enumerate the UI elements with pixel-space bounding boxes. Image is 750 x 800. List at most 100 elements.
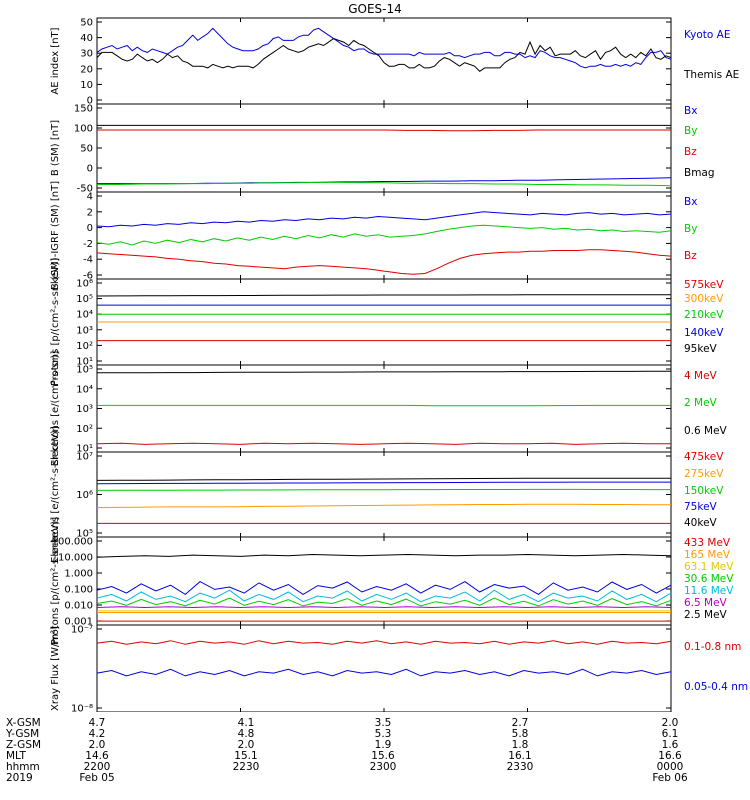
y-tick-label: 10⁴ — [76, 384, 93, 395]
legend-entry: 140keV — [684, 327, 724, 339]
footer-value: 1.9 — [374, 739, 392, 751]
y-axis-label: Protons [p/(cm²-s-sr-keV)] — [50, 517, 61, 645]
y-axis-label: B (SM) [nT] — [50, 120, 61, 176]
y-tick-label: 40 — [80, 33, 93, 44]
y-tick-label: -4 — [83, 255, 93, 266]
y-tick-label: 10¹ — [76, 357, 93, 368]
series-line — [96, 477, 671, 481]
y-tick-label: 10⁵ — [76, 529, 93, 540]
series-line — [96, 481, 671, 485]
y-tick-label: 10¹ — [76, 444, 93, 455]
footer-value: 2.7 — [511, 717, 529, 729]
legend-entry: By — [684, 223, 697, 235]
legend-entry: 275keV — [684, 468, 724, 480]
y-tick-label: 10 — [80, 80, 93, 91]
footer-value: 4.1 — [237, 717, 255, 729]
series-line — [96, 606, 672, 609]
y-tick-label: -2 — [83, 239, 93, 250]
footer-label: Z-GSM — [6, 739, 42, 751]
series-line — [96, 38, 672, 72]
y-tick-label: 0 — [87, 223, 93, 234]
series-line — [96, 597, 672, 607]
legend-entry: 75keV — [684, 501, 718, 513]
y-tick-label: 10² — [76, 424, 93, 435]
footer-value: 1.8 — [511, 739, 529, 751]
panel-frame — [96, 536, 672, 626]
legend-entry: 95keV — [684, 343, 718, 355]
series-line — [97, 370, 672, 374]
legend-entry: 575keV — [684, 279, 724, 291]
footer-value: 16.6 — [658, 750, 682, 762]
footer-label: 2019 — [6, 772, 33, 784]
series-line — [96, 294, 671, 297]
legend-entry: 300keV — [684, 293, 724, 305]
y-tick-label: 50 — [80, 144, 93, 155]
y-tick-label: 10.000 — [58, 553, 93, 564]
footer-value: 2300 — [369, 761, 397, 773]
footer-row-hhmm: hhmm 2200 2230 2300 2330 0000 — [0, 762, 750, 773]
footer-value: 6.1 — [661, 728, 679, 740]
legend-entry: 63.1 MeV — [684, 561, 734, 573]
footer-value: 4.2 — [88, 728, 106, 740]
footer-row-date: 2019 Feb 05 Feb 06 — [0, 773, 750, 784]
y-tick-label: 0.010 — [64, 601, 93, 612]
footer-row-x-gsm: X-GSM 4.7 4.1 3.5 2.7 2.0 — [0, 718, 750, 729]
legend-entry: 4 MeV — [684, 370, 718, 382]
y-tick-label: 10³ — [76, 325, 93, 336]
series-line — [96, 553, 672, 558]
footer-row-z-gsm: Z-GSM 2.0 2.0 1.9 1.8 1.6 — [0, 740, 750, 751]
panel-frame — [96, 103, 672, 193]
y-tick-label: 100 — [74, 124, 93, 135]
footer-value: 3.5 — [374, 717, 392, 729]
legend-entry: Bx — [684, 105, 697, 117]
series-line — [96, 224, 672, 246]
footer-label: X-GSM — [6, 717, 41, 729]
footer-value: 5.8 — [511, 728, 529, 740]
legend-entry: 2.5 MeV — [684, 609, 728, 621]
y-tick-label: 20 — [80, 64, 93, 75]
series-line — [97, 181, 672, 187]
y-tick-label: 10² — [76, 341, 93, 352]
legend-entry: 210keV — [684, 309, 724, 321]
y-tick-label: -6 — [83, 271, 93, 282]
series-line — [96, 442, 671, 445]
y-tick-label: 4 — [87, 192, 93, 203]
y-tick-label: 10⁴ — [76, 310, 93, 321]
series-line — [96, 211, 672, 228]
y-axis-label: B (SM)-IGRF (SM) [nT] — [50, 181, 61, 290]
y-tick-label: 150 — [74, 104, 93, 115]
footer-value: Feb 05 — [79, 772, 115, 784]
footer-value: 15.6 — [371, 750, 395, 762]
footer-value: 0000 — [656, 761, 684, 773]
footer-row-mlt: MLT 14.6 15.1 15.6 16.1 16.6 — [0, 751, 750, 762]
footer-value: 2.0 — [661, 717, 679, 729]
panel-frame — [96, 364, 672, 453]
legend-entry: 0.05-0.4 nm — [684, 681, 748, 693]
footer-row-y-gsm: Y-GSM 4.2 4.8 5.3 5.8 6.1 — [0, 729, 750, 740]
y-tick-label: 50 — [80, 18, 93, 29]
series-line — [96, 668, 672, 677]
footer-value: 2.0 — [237, 739, 255, 751]
ephemeris-footer: X-GSM 4.7 4.1 3.5 2.7 2.0 Y-GSM 4.2 4.8 … — [0, 712, 750, 800]
y-tick-label: 10⁷ — [76, 452, 93, 463]
y-tick-label: 1.000 — [64, 569, 93, 580]
legend-entry: By — [684, 125, 697, 137]
y-tick-label: 10⁵ — [76, 294, 93, 305]
y-tick-label: 10⁻⁷ — [71, 625, 93, 636]
plot-title: GOES-14 — [348, 2, 402, 16]
footer-value: 2330 — [506, 761, 534, 773]
panel-frame — [96, 624, 672, 713]
footer-value: 2230 — [232, 761, 260, 773]
series-line — [97, 129, 671, 132]
footer-value: 4.8 — [237, 728, 255, 740]
legend-entry: 475keV — [684, 451, 724, 463]
y-tick-label: 10⁶ — [76, 279, 93, 290]
legend-entry: 2 MeV — [684, 397, 718, 409]
footer-value: 16.1 — [508, 750, 532, 762]
legend-entry: Bz — [684, 250, 697, 262]
legend-entry: Bz — [684, 146, 697, 158]
legend-entry: 30.6 MeV — [684, 573, 734, 585]
y-axis-label: Electrons [e/(cm²-s-sr-keV)] — [50, 426, 61, 563]
y-axis-label: Protons [p/(cm²-s-sr-keV)] — [50, 258, 61, 386]
y-tick-label: 10³ — [76, 404, 93, 415]
